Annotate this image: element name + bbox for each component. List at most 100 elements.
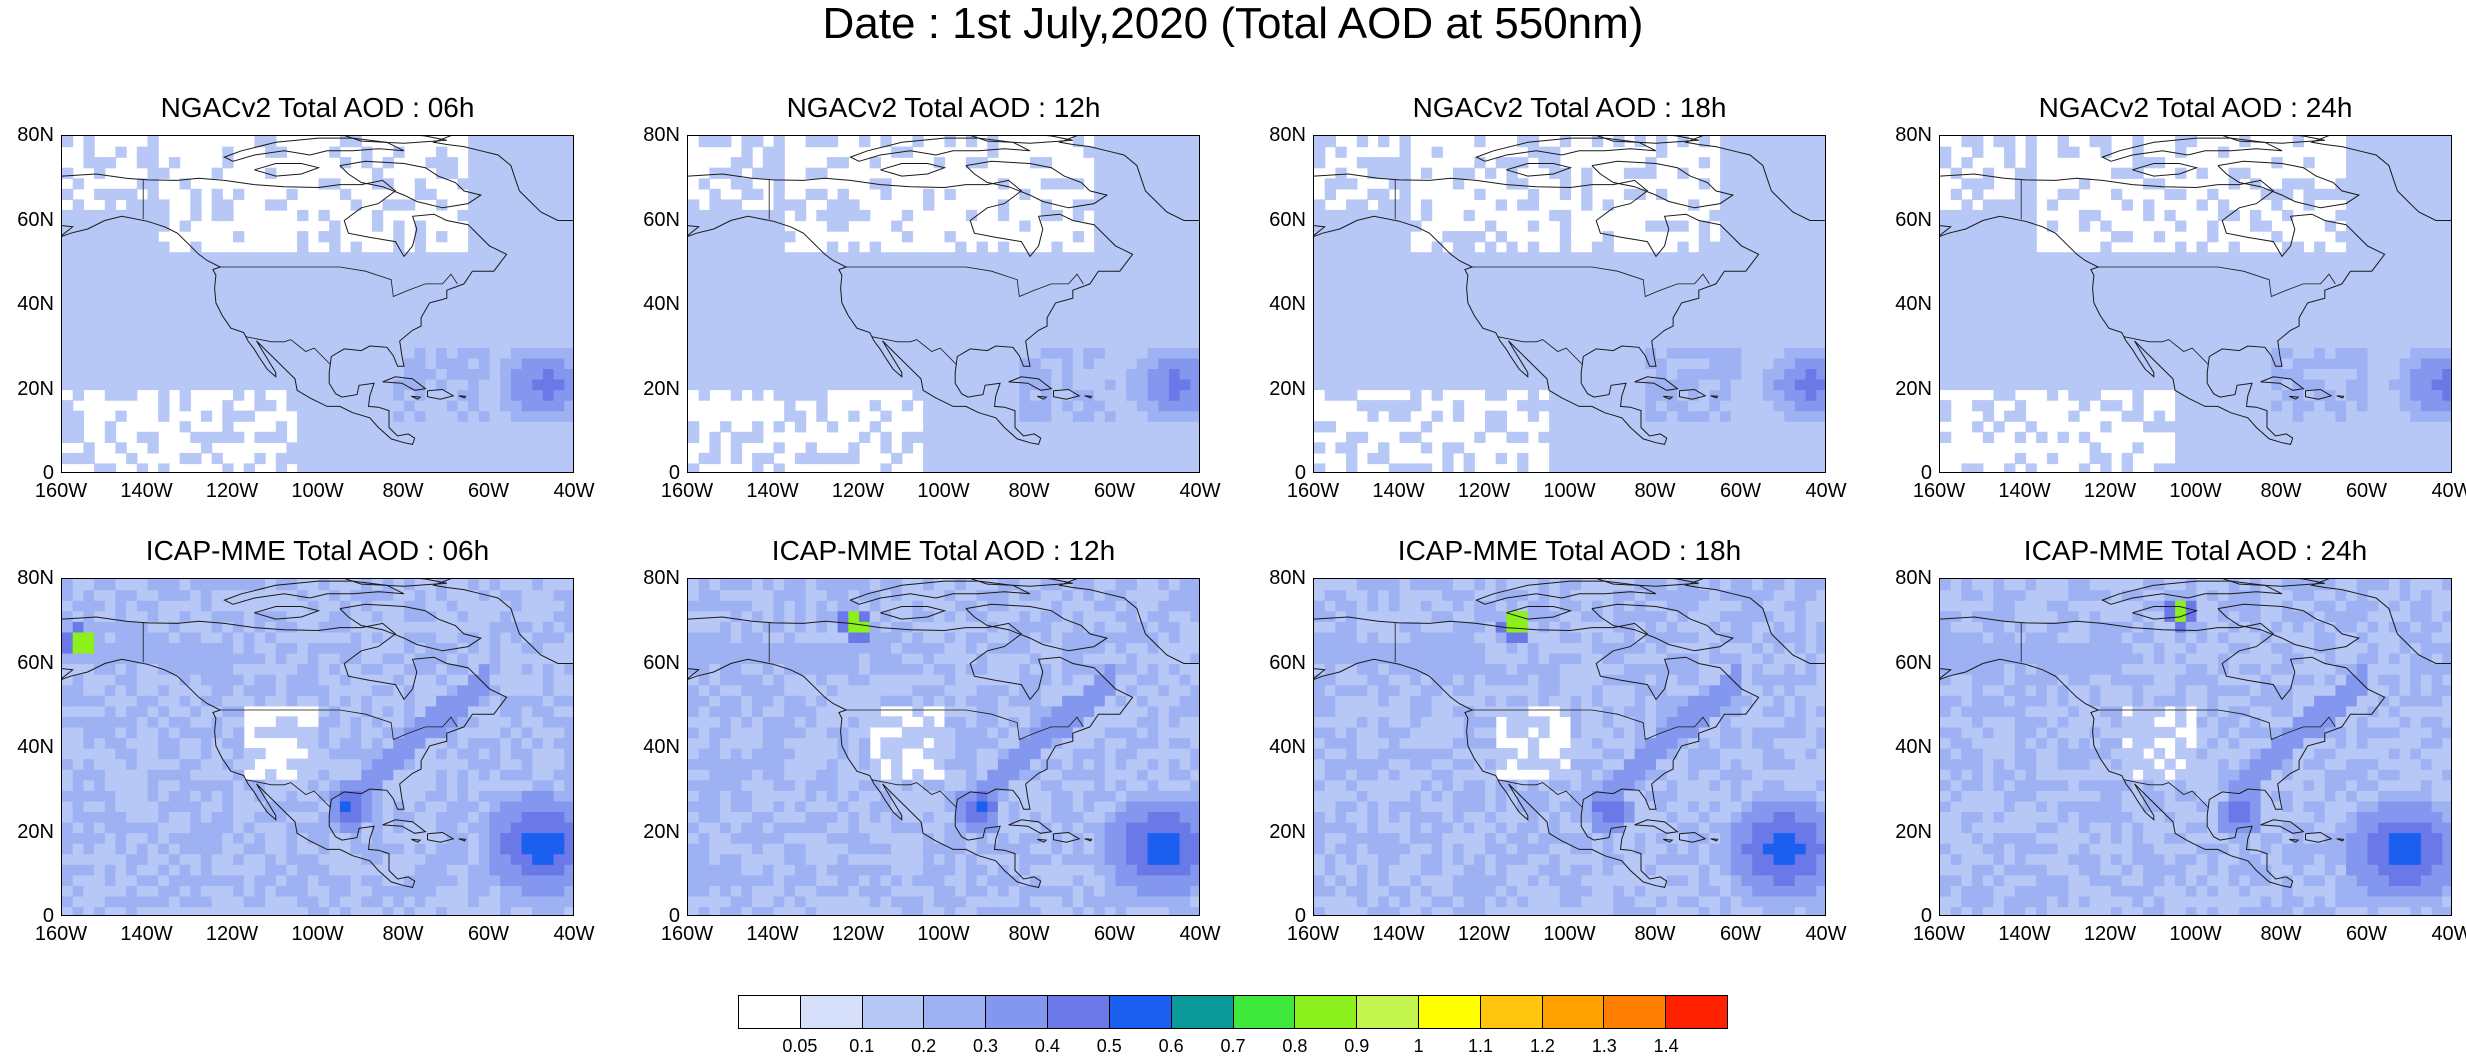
aod-field xyxy=(1314,136,1825,472)
lon-label: 40W xyxy=(553,480,595,502)
colorbar-level-label: 0.8 xyxy=(1282,1036,1308,1056)
lon-label: 160W xyxy=(660,923,714,945)
aod-field xyxy=(1314,579,1825,915)
coastlines xyxy=(688,579,1199,888)
aod-field xyxy=(62,579,573,915)
lat-label: 40N xyxy=(17,736,54,758)
lon-label: 140W xyxy=(1372,480,1425,502)
lon-label: 60W xyxy=(2345,923,2388,945)
lon-label: 140W xyxy=(746,480,799,502)
colorbar-level-label: 0.6 xyxy=(1158,1036,1184,1056)
panel-title: NGACv2 Total AOD : 12h xyxy=(786,92,1101,123)
lon-label: 120W xyxy=(205,480,259,502)
lat-label: 0 xyxy=(1294,905,1306,927)
lat-label: 60N xyxy=(17,208,54,231)
lon-label: 140W xyxy=(746,923,799,945)
lon-label: 60W xyxy=(1719,923,1762,945)
lat-label: 20N xyxy=(1269,377,1306,400)
lat-label: 40N xyxy=(1269,736,1306,758)
lat-label: 20N xyxy=(1895,377,1932,400)
lon-label: 80W xyxy=(2260,923,2302,945)
lat-label: 20N xyxy=(17,820,54,843)
colorbar-level-label: 1.3 xyxy=(1591,1036,1617,1056)
figure-title: Date : 1st July,2020 (Total AOD at 550nm… xyxy=(822,0,1644,48)
lat-label: 60N xyxy=(17,651,54,674)
aod-field xyxy=(688,579,1199,915)
lon-label: 140W xyxy=(120,923,173,945)
lat-label: 0 xyxy=(42,462,54,484)
lon-label: 60W xyxy=(1093,480,1136,502)
lon-label: 100W xyxy=(291,480,344,502)
lat-label: 20N xyxy=(643,377,680,400)
panel-title: ICAP-MME Total AOD : 18h xyxy=(1397,535,1742,566)
lat-label: 20N xyxy=(17,377,54,400)
colorbar-cell xyxy=(924,996,987,1028)
coastlines xyxy=(1940,136,2451,445)
aod-field xyxy=(1940,579,2451,915)
lat-label: 60N xyxy=(1895,208,1932,231)
panel-title: ICAP-MME Total AOD : 06h xyxy=(145,535,490,566)
coastlines xyxy=(1314,579,1825,888)
map-panel xyxy=(61,578,574,916)
panel-title: NGACv2 Total AOD : 24h xyxy=(2038,92,2353,123)
colorbar-level-label: 0.1 xyxy=(849,1036,875,1056)
colorbar-level-label: 0.7 xyxy=(1220,1036,1246,1056)
lat-label: 0 xyxy=(42,905,54,927)
lat-label: 80N xyxy=(643,124,680,146)
colorbar-level-label: 0.5 xyxy=(1096,1036,1122,1056)
colorbar-cell xyxy=(1480,996,1543,1028)
lon-label: 160W xyxy=(1912,923,1966,945)
lat-label: 40N xyxy=(1895,293,1932,315)
lon-label: 40W xyxy=(2431,480,2466,502)
lon-label: 60W xyxy=(1719,480,1762,502)
colorbar-cell xyxy=(1418,996,1481,1028)
coastlines xyxy=(1314,136,1825,445)
colorbar-level-label: 0.2 xyxy=(911,1036,937,1056)
colorbar-level-label: 1.1 xyxy=(1467,1036,1494,1056)
lat-label: 60N xyxy=(1269,208,1306,231)
lon-label: 100W xyxy=(2169,923,2222,945)
lon-label: 140W xyxy=(1998,923,2051,945)
lat-label: 40N xyxy=(643,293,680,315)
colorbar-level-label: 0.9 xyxy=(1344,1036,1370,1056)
colorbar-cell xyxy=(862,996,925,1028)
lat-label: 80N xyxy=(1269,124,1306,146)
colorbar xyxy=(738,995,1728,1029)
lon-label: 100W xyxy=(291,923,344,945)
lat-label: 40N xyxy=(643,736,680,758)
colorbar-cell xyxy=(1666,996,1727,1028)
lat-label: 60N xyxy=(643,208,680,231)
lat-label: 80N xyxy=(1895,124,1932,146)
lon-label: 80W xyxy=(1008,923,1050,945)
lat-label: 0 xyxy=(1920,905,1932,927)
lat-label: 40N xyxy=(17,293,54,315)
lat-label: 0 xyxy=(1920,462,1932,484)
lat-label: 0 xyxy=(668,462,680,484)
lat-label: 80N xyxy=(1269,567,1306,589)
map-panel xyxy=(1313,135,1826,473)
lon-label: 120W xyxy=(831,480,885,502)
colorbar-cell xyxy=(1295,996,1358,1028)
lon-label: 60W xyxy=(467,480,510,502)
colorbar-cell xyxy=(1604,996,1667,1028)
lon-label: 80W xyxy=(382,480,424,502)
aod-field xyxy=(688,136,1199,472)
lon-label: 40W xyxy=(1179,923,1221,945)
panel-title: ICAP-MME Total AOD : 24h xyxy=(2023,535,2368,566)
lat-label: 60N xyxy=(1269,651,1306,674)
lon-label: 160W xyxy=(1912,480,1966,502)
map-panel xyxy=(1313,578,1826,916)
map-panel xyxy=(687,578,1200,916)
lon-label: 40W xyxy=(553,923,595,945)
lat-label: 60N xyxy=(643,651,680,674)
coastlines xyxy=(62,579,573,888)
lat-label: 80N xyxy=(1895,567,1932,589)
colorbar-cell xyxy=(800,996,863,1028)
lon-label: 100W xyxy=(917,480,970,502)
colorbar-cell xyxy=(1542,996,1605,1028)
lon-label: 40W xyxy=(2431,923,2466,945)
colorbar-level-label: 1 xyxy=(1413,1036,1424,1056)
lon-label: 60W xyxy=(1093,923,1136,945)
colorbar-cell xyxy=(1233,996,1296,1028)
lon-label: 80W xyxy=(382,923,424,945)
